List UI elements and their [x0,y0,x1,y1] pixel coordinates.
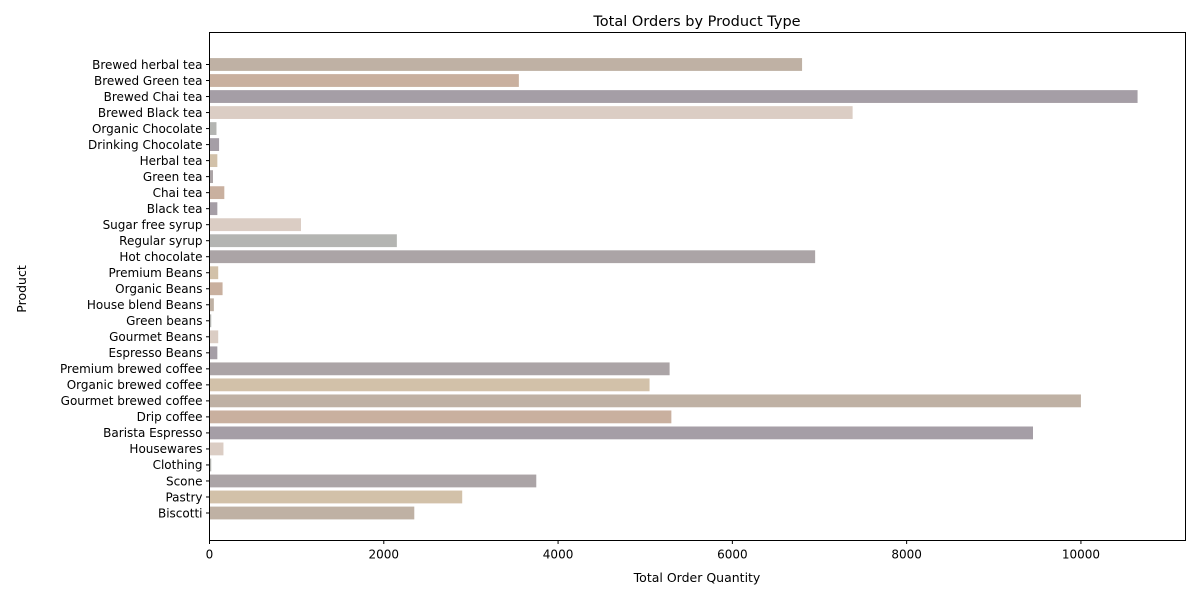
y-tick-label: Chai tea [153,186,203,200]
y-tick-label: Premium brewed coffee [60,362,202,376]
y-tick-label: Gourmet brewed coffee [61,394,203,408]
y-tick-label: Gourmet Beans [109,330,202,344]
y-tick-label: Organic brewed coffee [67,378,203,392]
bar-herbal-tea [209,154,218,168]
x-tick-label: 8000 [891,548,922,562]
y-tick-label: Brewed Black tea [98,106,203,120]
bar-regular-syrup [209,234,397,248]
bar-drip-coffee [209,410,672,424]
bar-organic-beans [209,282,223,296]
y-tick-label: Barista Espresso [103,426,202,440]
x-axis-title: Total Order Quantity [633,570,761,585]
bar-housewares [209,442,224,456]
y-tick-label: Black tea [147,202,203,216]
bar-organic-chocolate [209,122,217,135]
y-axis: Biscotti Pastry Scone Clothing Housewares Bar… [60,58,210,520]
bar-gourmet-brewed-coffee [209,394,1081,408]
bar-gourmet-beans [209,330,219,344]
bar-black-tea [209,202,218,216]
y-tick-label: Espresso Beans [109,346,203,360]
y-axis-title: Product [14,265,29,313]
bar-barista-espresso [209,426,1033,440]
y-tick-label: Brewed Green tea [94,74,203,88]
y-tick-label: Housewares [129,442,202,456]
y-tick-label: Premium Beans [108,266,202,280]
plot-frame [209,32,1186,541]
bar-green-beans [209,314,212,328]
x-tick-label: 0 [206,548,214,562]
y-tick-label: Scone [166,474,203,488]
y-tick-label: Organic Chocolate [92,122,203,136]
x-tick-label: 10000 [1062,548,1100,562]
x-tick-label: 2000 [369,548,400,562]
bars-layer [209,58,1138,520]
y-tick-label: Brewed herbal tea [92,58,202,72]
bar-drinking-chocolate [209,138,220,151]
y-tick-label: Drip coffee [137,410,203,424]
bar-espresso-beans [209,346,218,360]
y-tick-label: Pastry [165,490,202,504]
bar-house-blend-beans [209,298,214,312]
y-tick-label: Regular syrup [119,234,202,248]
y-tick-label: Brewed Chai tea [104,90,203,104]
x-tick-label: 4000 [543,548,574,562]
y-tick-label: Drinking Chocolate [88,138,202,152]
bar-brewed-herbal-tea [209,58,803,71]
bar-chai-tea [209,186,225,200]
y-tick-label: Sugar free syrup [103,218,203,232]
y-tick-label: Organic Beans [115,282,202,296]
bar-organic-brewed-coffee [209,378,650,392]
x-tick-label: 6000 [717,548,748,562]
bar-premium-brewed-coffee [209,362,670,376]
y-tick-label: Herbal tea [140,154,203,168]
bar-clothing [209,458,212,472]
y-tick-label: Green tea [143,170,203,184]
bar-brewed-chai-tea [209,90,1138,103]
bar-hot-chocolate [209,250,816,264]
y-tick-label: Clothing [153,458,203,472]
bar-brewed-black-tea [209,106,853,119]
chart-title: Total Orders by Product Type [592,14,800,30]
y-tick-label: Green beans [126,314,202,328]
x-axis: 0 2000 4000 6000 8000 10000 [206,540,1100,562]
y-tick-label: House blend Beans [87,298,203,312]
bar-biscotti [209,506,415,520]
bar-premium-beans [209,266,219,280]
bar-pastry [209,490,463,504]
y-tick-label: Hot chocolate [119,250,202,264]
bar-brewed-green-tea [209,74,519,87]
bar-green-tea [209,170,213,184]
bar-sugar-free-syrup [209,218,301,232]
bar-scone [209,474,537,488]
y-tick-label: Biscotti [158,506,203,520]
